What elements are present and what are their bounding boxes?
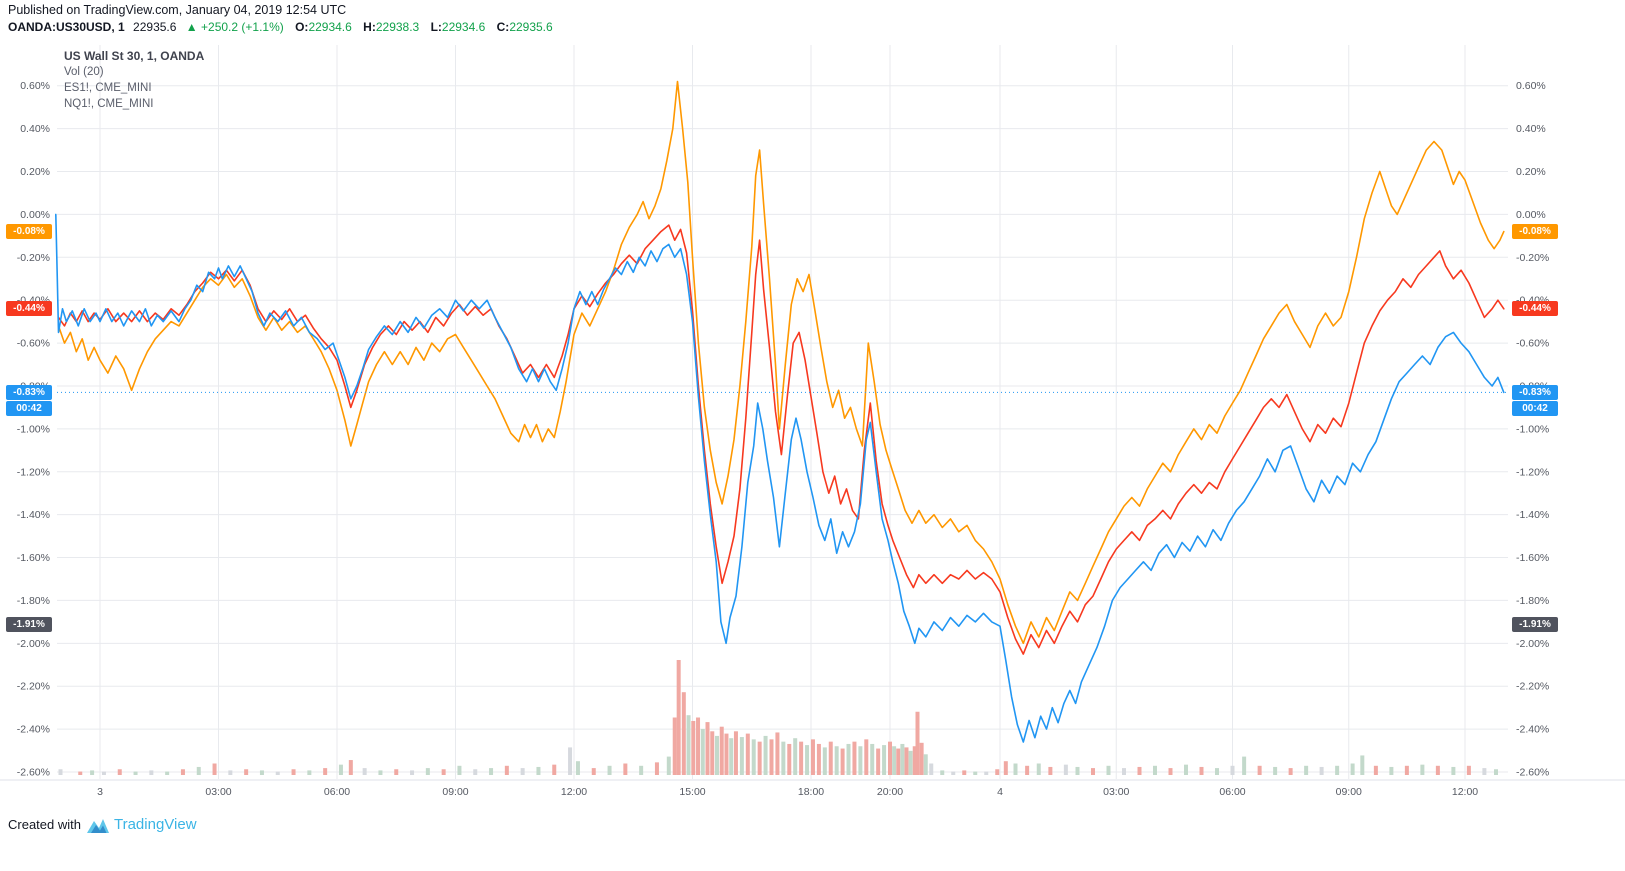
series-lines	[55, 80, 1505, 743]
up-arrow-icon: ▲	[185, 20, 198, 34]
svg-text:-2.60%: -2.60%	[1516, 767, 1549, 779]
published-bar: Published on TradingView.com, January 04…	[8, 3, 346, 17]
low-label: L:	[430, 20, 442, 34]
svg-text:0.20%: 0.20%	[20, 166, 50, 178]
svg-text:-2.60%: -2.60%	[17, 767, 50, 779]
svg-text:-0.20%: -0.20%	[17, 252, 50, 264]
svg-text:18:00: 18:00	[798, 786, 824, 798]
volume-histogram	[58, 660, 1498, 775]
svg-text:-2.40%: -2.40%	[1516, 724, 1549, 736]
legend-volume-study[interactable]: Vol (20)	[64, 66, 104, 78]
svg-text:-1.80%: -1.80%	[1516, 595, 1549, 607]
svg-text:0.60%: 0.60%	[20, 80, 50, 92]
svg-text:-1.20%: -1.20%	[17, 466, 50, 478]
chart-legend: US Wall St 30, 1, OANDA Vol (20) ES1!, C…	[64, 48, 204, 112]
svg-text:12:00: 12:00	[561, 786, 587, 798]
high-label: H:	[363, 20, 376, 34]
svg-text:-0.40%: -0.40%	[1516, 295, 1549, 307]
svg-text:-0.20%: -0.20%	[1516, 252, 1549, 264]
svg-text:3: 3	[97, 786, 103, 798]
last-price: 22935.6	[133, 20, 177, 34]
low-value: 22934.6	[441, 20, 486, 34]
chart-pane[interactable]: 0.60% 0.60% 0.40% 0.40% 0.20% 0.20% 0.00% 0.00%…	[0, 0, 1625, 812]
svg-text:03:00: 03:00	[205, 786, 231, 798]
svg-text:03:00: 03:00	[1103, 786, 1129, 798]
svg-text:0.40%: 0.40%	[20, 123, 50, 135]
tradingview-mountain-icon	[86, 817, 109, 833]
svg-text:0.40%: 0.40%	[1516, 123, 1546, 135]
svg-text:-0.80%: -0.80%	[1516, 380, 1549, 392]
svg-text:20:00: 20:00	[877, 786, 903, 798]
svg-text:06:00: 06:00	[324, 786, 350, 798]
legend-compare-nq1[interactable]: NQ1!, CME_MINI	[64, 98, 154, 110]
created-with-text: Created with	[8, 817, 81, 832]
svg-text:0.00%: 0.00%	[20, 209, 50, 221]
svg-text:-0.60%: -0.60%	[17, 338, 50, 350]
price-line-us30usd	[55, 213, 1505, 743]
legend-main-series[interactable]: US Wall St 30, 1, OANDA	[64, 49, 205, 63]
open-label: O:	[295, 20, 309, 34]
svg-text:12:00: 12:00	[1452, 786, 1478, 798]
svg-text:-1.40%: -1.40%	[17, 509, 50, 521]
svg-text:-0.40%: -0.40%	[17, 295, 50, 307]
svg-text:-2.20%: -2.20%	[1516, 681, 1549, 693]
svg-text:-1.60%: -1.60%	[17, 552, 50, 564]
legend-compare-es1[interactable]: ES1!, CME_MINI	[64, 82, 152, 94]
svg-text:-1.00%: -1.00%	[1516, 423, 1549, 435]
symbol-name[interactable]: OANDA:US30USD, 1	[8, 20, 125, 34]
change-value: ▲ +250.2 (+1.1%)	[186, 20, 284, 34]
svg-text:-2.00%: -2.00%	[1516, 638, 1549, 650]
tradingview-wordmark: TradingView	[113, 816, 197, 833]
svg-text:-0.80%: -0.80%	[17, 380, 50, 392]
svg-text:09:00: 09:00	[442, 786, 468, 798]
close-value: 22935.6	[509, 20, 553, 34]
svg-text:-2.40%: -2.40%	[17, 724, 50, 736]
svg-text:0.20%: 0.20%	[1516, 166, 1546, 178]
svg-text:-1.80%: -1.80%	[17, 595, 50, 607]
high-value: 22938.3	[375, 20, 420, 34]
tradingview-logo[interactable]: TradingView	[86, 816, 197, 833]
svg-text:-1.40%: -1.40%	[1516, 509, 1549, 521]
symbol-bar: OANDA:US30USD, 1 22935.6 ▲ +250.2 (+1.1%…	[8, 20, 553, 34]
close-label: C:	[496, 20, 510, 34]
svg-text:-1.20%: -1.20%	[1516, 466, 1549, 478]
svg-text:4: 4	[997, 786, 1003, 798]
open-value: 22934.6	[308, 20, 352, 34]
grid-lines	[0, 45, 1625, 781]
svg-text:0.00%: 0.00%	[1516, 209, 1546, 221]
svg-text:-1.00%: -1.00%	[17, 423, 50, 435]
svg-text:15:00: 15:00	[679, 786, 705, 798]
price-line-es1	[57, 224, 1505, 655]
svg-text:06:00: 06:00	[1219, 786, 1245, 798]
svg-text:-2.00%: -2.00%	[17, 638, 50, 650]
svg-text:-2.20%: -2.20%	[17, 681, 50, 693]
change-text: +250.2 (+1.1%)	[201, 20, 284, 34]
svg-text:0.60%: 0.60%	[1516, 80, 1546, 92]
footer: Created with TradingView	[8, 816, 197, 833]
svg-text:-0.60%: -0.60%	[1516, 338, 1549, 350]
svg-text:-1.60%: -1.60%	[1516, 552, 1549, 564]
svg-text:09:00: 09:00	[1336, 786, 1362, 798]
price-line-nq1	[57, 80, 1505, 645]
published-text: Published on TradingView.com, January 04…	[8, 3, 347, 17]
